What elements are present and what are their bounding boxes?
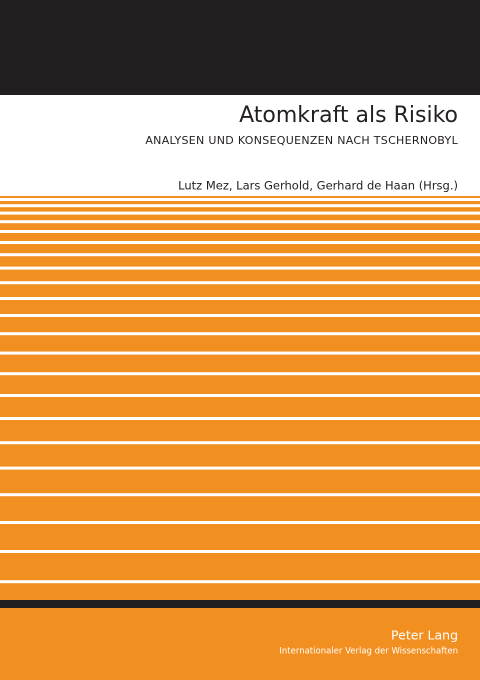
white-stripe bbox=[0, 220, 480, 224]
white-stripe bbox=[0, 266, 480, 270]
white-stripe bbox=[0, 314, 480, 317]
white-stripe bbox=[0, 297, 480, 300]
white-stripe bbox=[0, 417, 480, 420]
top-band bbox=[0, 0, 480, 95]
white-stripe bbox=[0, 372, 480, 376]
authors: Lutz Mez, Lars Gerhold, Gerhard de Haan … bbox=[178, 179, 458, 193]
dark-divider bbox=[0, 600, 480, 608]
publisher: Peter Lang bbox=[391, 628, 458, 643]
white-stripe bbox=[0, 332, 480, 336]
white-stripe bbox=[0, 441, 480, 445]
white-panel bbox=[0, 95, 480, 196]
white-stripe bbox=[0, 281, 480, 285]
white-stripe bbox=[0, 466, 480, 470]
white-stripe bbox=[0, 521, 480, 524]
white-stripe bbox=[0, 211, 480, 215]
white-stripe bbox=[0, 580, 480, 584]
white-stripe bbox=[0, 550, 480, 553]
title: Atomkraft als Risiko bbox=[239, 103, 458, 128]
white-stripe bbox=[0, 230, 480, 233]
orange-panel bbox=[0, 196, 480, 680]
white-stripe bbox=[0, 241, 480, 244]
white-stripe bbox=[0, 198, 480, 201]
white-stripe bbox=[0, 351, 480, 355]
white-stripe bbox=[0, 493, 480, 497]
white-stripe bbox=[0, 253, 480, 257]
subtitle: ANALYSEN UND KONSEQUENZEN NACH TSCHERNOB… bbox=[145, 134, 458, 147]
white-stripe bbox=[0, 394, 480, 397]
white-stripe bbox=[0, 204, 480, 208]
publisher-tagline: Internationaler Verlag der Wissenschafte… bbox=[279, 647, 458, 657]
stripes bbox=[0, 198, 480, 584]
